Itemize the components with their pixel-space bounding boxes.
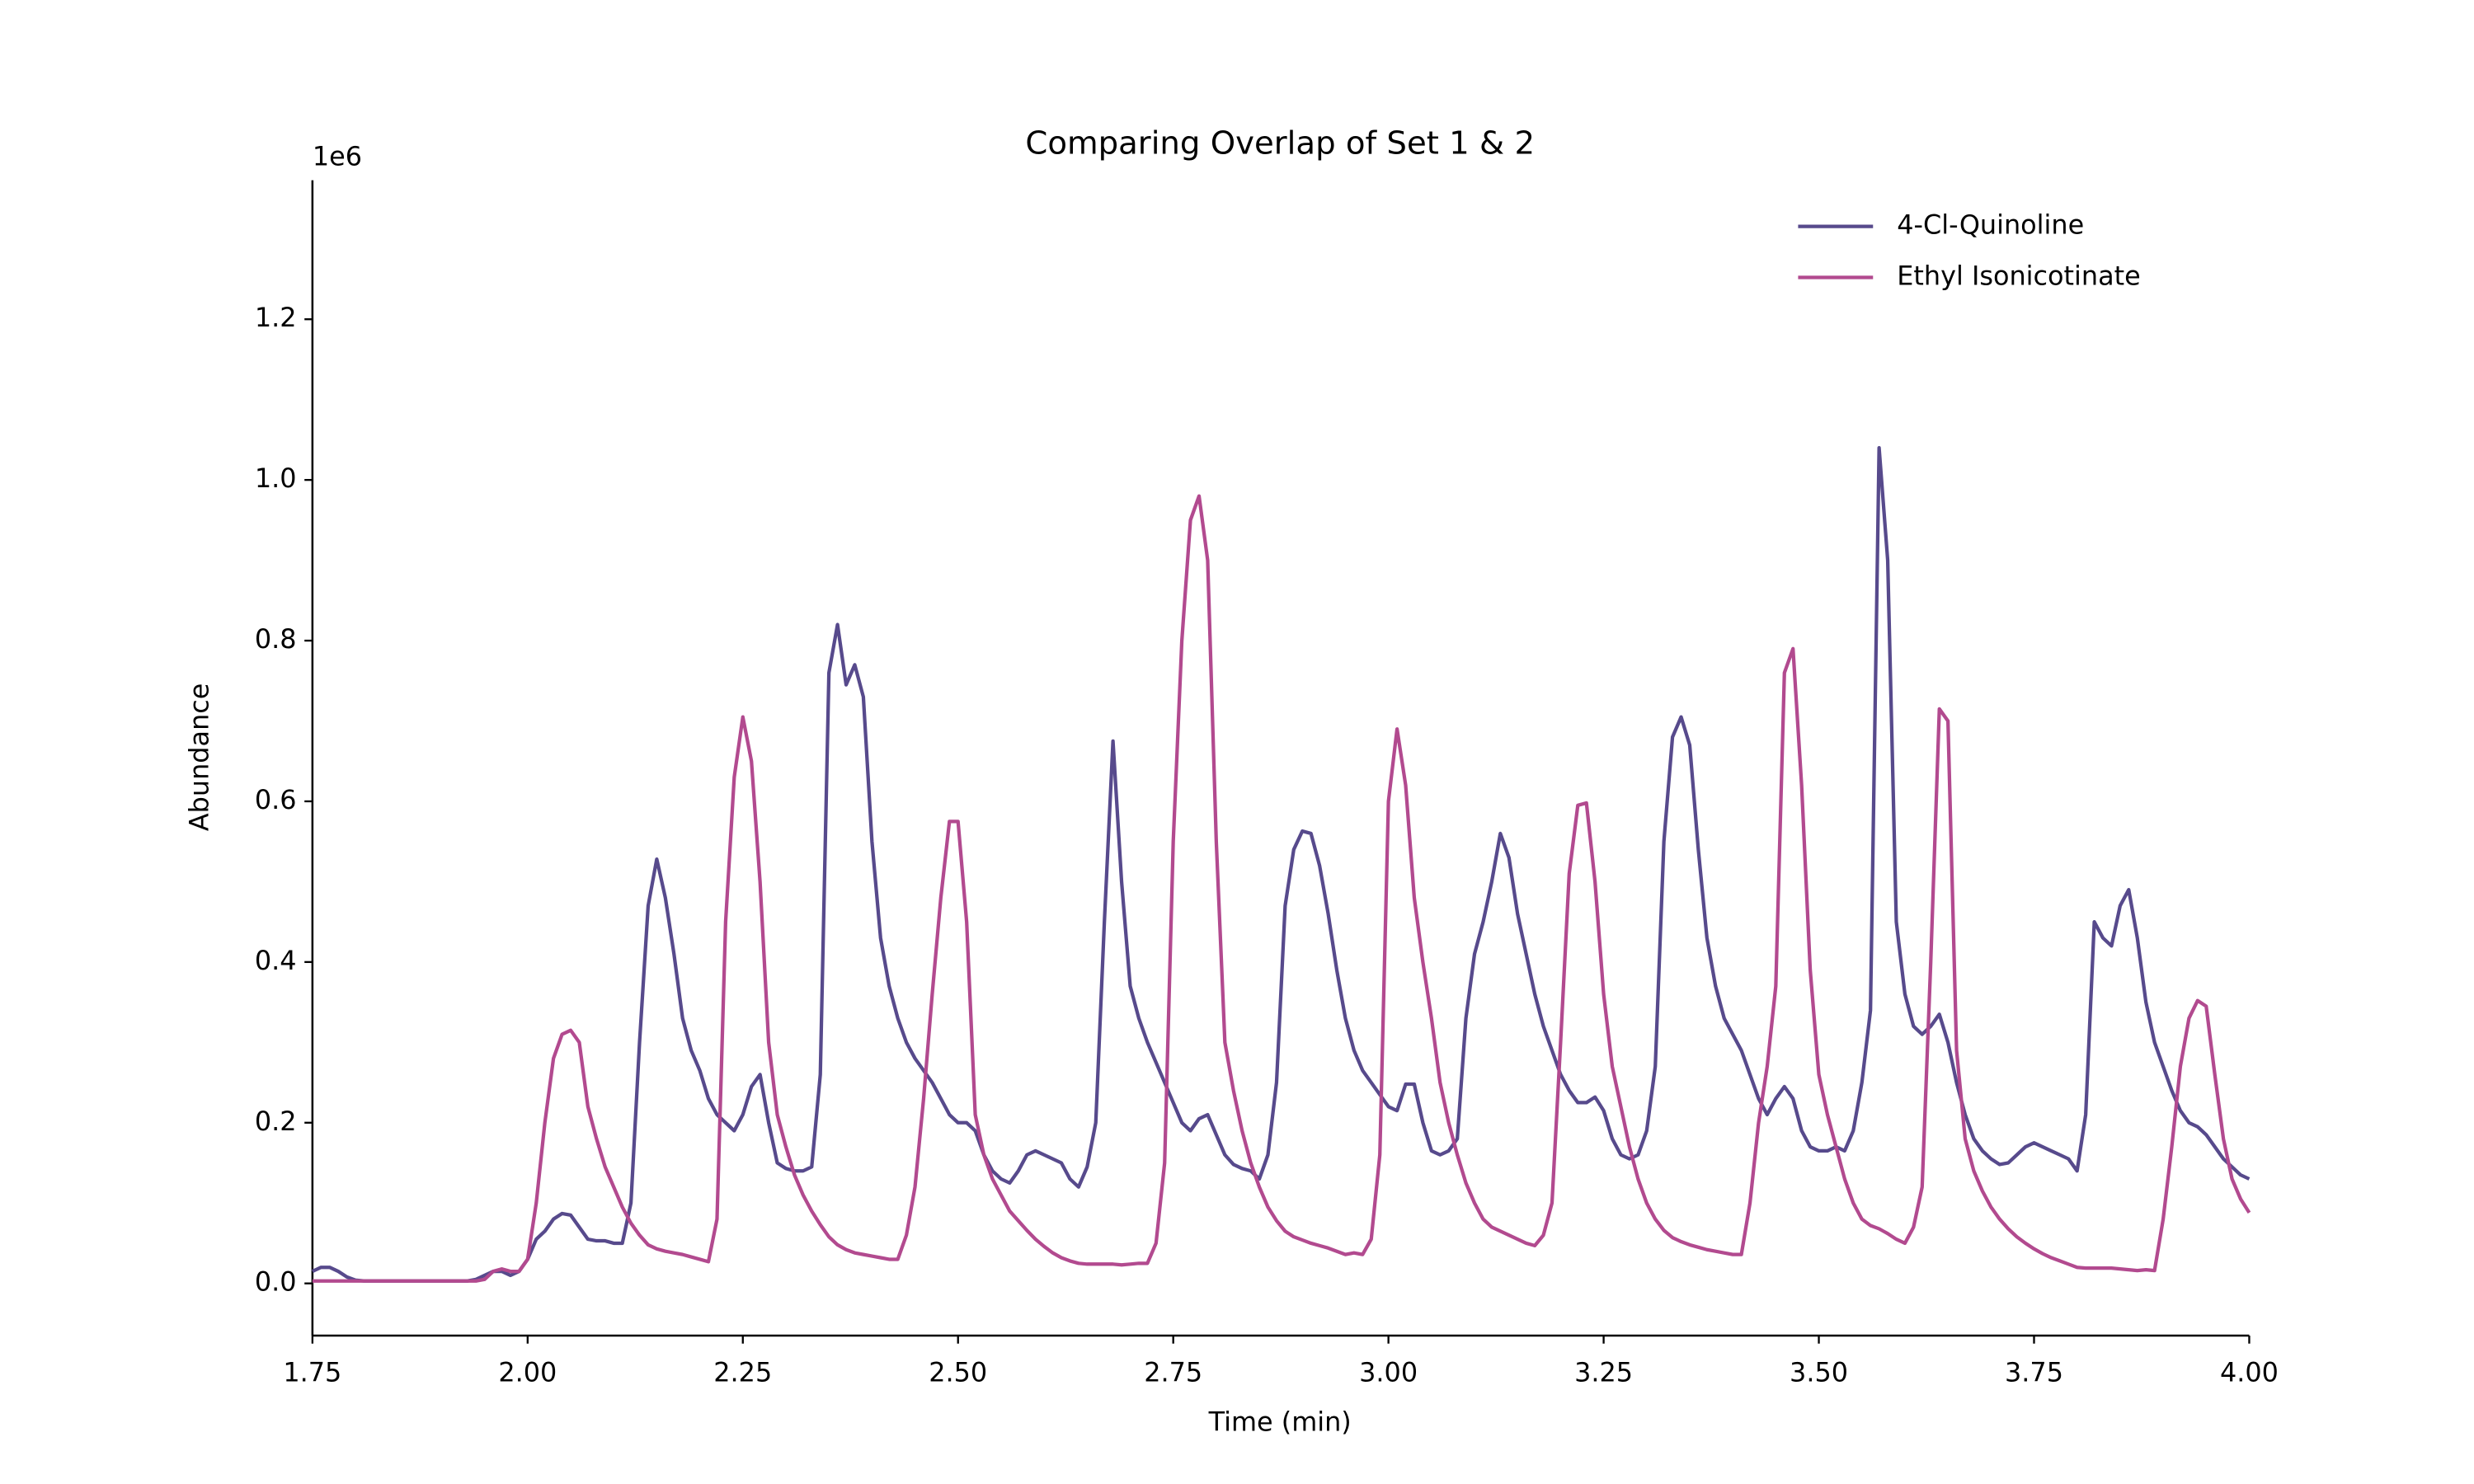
y-tick-label: 1.2 [255, 302, 297, 333]
x-tick-label: 2.00 [498, 1356, 557, 1388]
x-tick-label: 3.75 [2005, 1356, 2063, 1388]
y-tick-label: 1.0 [255, 463, 297, 494]
x-tick-label: 3.50 [1790, 1356, 1848, 1388]
y-tick-label: 0.8 [255, 623, 297, 655]
legend-label: Ethyl Isonicotinate [1897, 261, 2140, 292]
x-tick-label: 1.75 [283, 1356, 341, 1388]
legend-label: 4-Cl-Quinoline [1897, 209, 2084, 241]
x-tick-label: 2.25 [713, 1356, 772, 1388]
x-tick-label: 2.75 [1144, 1356, 1202, 1388]
y-tick-label: 0.6 [255, 784, 297, 815]
y-tick-label: 0.2 [255, 1106, 297, 1137]
y-tick-label: 0.0 [255, 1266, 297, 1298]
chart-title: Comparing Overlap of Set 1 & 2 [1025, 125, 1535, 162]
series-line [312, 494, 2251, 1283]
x-tick-label: 4.00 [2220, 1356, 2279, 1388]
x-axis-label: Time (min) [1208, 1406, 1352, 1437]
y-tick-label: 0.4 [255, 945, 297, 976]
x-tick-label: 3.25 [1574, 1356, 1633, 1388]
y-axis-label: Abundance [184, 683, 215, 832]
x-tick-label: 3.00 [1359, 1356, 1418, 1388]
x-tick-label: 2.50 [929, 1356, 987, 1388]
y-offset-label: 1e6 [313, 141, 362, 172]
